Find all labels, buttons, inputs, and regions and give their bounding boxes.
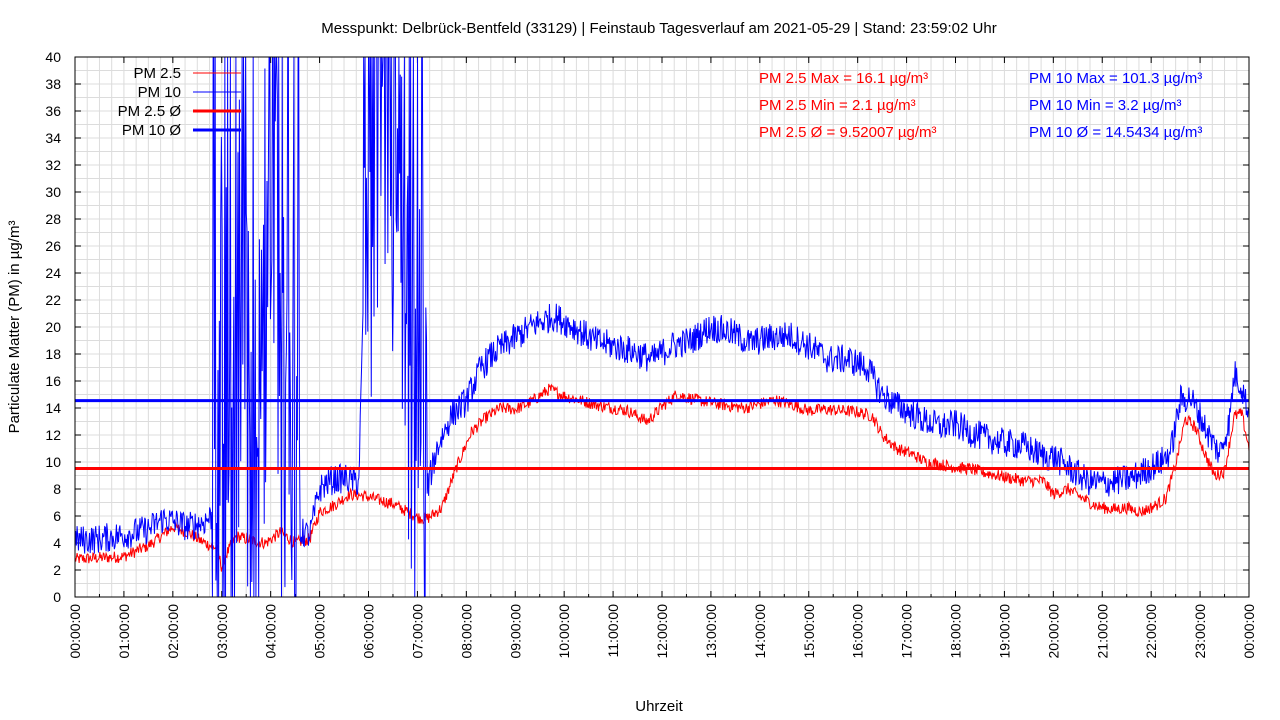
- x-tick-label: 16:00:00: [850, 604, 866, 659]
- y-tick-label: 34: [45, 130, 61, 146]
- y-tick-label: 40: [45, 49, 61, 65]
- pm25-stat: PM 2.5 Min = 2.1 µg/m³: [759, 97, 916, 114]
- x-tick-label: 05:00:00: [312, 604, 328, 659]
- x-tick-label: 00:00:00: [1241, 604, 1257, 659]
- x-tick-label: 14:00:00: [752, 604, 768, 659]
- x-tick-label: 03:00:00: [214, 604, 230, 659]
- y-tick-label: 26: [45, 238, 61, 254]
- x-tick-label: 20:00:00: [1045, 604, 1061, 659]
- series-layer: [74, 56, 1250, 598]
- legend-label: PM 10 Ø: [122, 122, 182, 139]
- x-tick-label: 02:00:00: [165, 604, 181, 659]
- y-tick-label: 32: [45, 157, 61, 173]
- y-tick-label: 30: [45, 184, 61, 200]
- y-tick-label: 36: [45, 103, 61, 119]
- y-tick-label: 22: [45, 292, 61, 308]
- y-axis-label: Particulate Matter (PM) in µg/m³: [6, 221, 23, 434]
- legend-label: PM 2.5 Ø: [118, 103, 182, 120]
- legend-label: PM 2.5: [133, 65, 181, 82]
- series-line-pm10: [74, 56, 1250, 598]
- legend: PM 2.5 PM 10 PM 2.5 Ø PM 10 Ø: [118, 65, 241, 139]
- x-tick-label: 11:00:00: [605, 604, 621, 658]
- pm25-stat: PM 2.5 Max = 16.1 µg/m³: [759, 70, 928, 87]
- x-tick-label: 09:00:00: [507, 604, 523, 659]
- y-tick-label: 10: [45, 454, 61, 470]
- x-tick-label: 18:00:00: [948, 604, 964, 659]
- x-tick-label: 17:00:00: [899, 604, 915, 659]
- x-tick-label: 00:00:00: [67, 604, 83, 659]
- pm10-stat: PM 10 Min = 3.2 µg/m³: [1029, 97, 1181, 114]
- plot-border: [74, 56, 1250, 598]
- series-line-pm25: [74, 383, 1250, 572]
- y-tick-label: 6: [53, 508, 61, 524]
- x-tick-label: 08:00:00: [458, 604, 474, 659]
- x-tick-label: 23:00:00: [1192, 604, 1208, 659]
- x-axis-label: Uhrzeit: [635, 698, 683, 715]
- x-tick-label: 06:00:00: [361, 604, 377, 659]
- x-axis-ticks: 00:00:00 01:00:00 02:00:00 03:00:00 04:00:00…: [67, 57, 1257, 659]
- y-tick-label: 0: [53, 589, 61, 605]
- y-tick-label: 38: [45, 76, 61, 92]
- x-tick-label: 04:00:00: [263, 604, 279, 659]
- stats-annotations: PM 2.5 Max = 16.1 µg/m³ PM 2.5 Min = 2.1 …: [759, 70, 1202, 141]
- y-tick-label: 4: [53, 535, 61, 551]
- x-tick-label: 10:00:00: [556, 604, 572, 659]
- y-tick-label: 28: [45, 211, 61, 227]
- x-tick-label: 19:00:00: [996, 604, 1012, 659]
- y-tick-label: 8: [53, 481, 61, 497]
- pm25-stat: PM 2.5 Ø = 9.52007 µg/m³: [759, 124, 936, 141]
- x-tick-label: 22:00:00: [1143, 604, 1159, 659]
- x-tick-label: 21:00:00: [1094, 604, 1110, 659]
- y-tick-label: 2: [53, 562, 61, 578]
- y-tick-label: 18: [45, 346, 61, 362]
- y-tick-label: 12: [45, 427, 61, 443]
- x-tick-label: 15:00:00: [801, 604, 817, 659]
- chart-title: Messpunkt: Delbrück-Bentfeld (33129) | F…: [321, 20, 996, 37]
- x-tick-label: 07:00:00: [409, 604, 425, 659]
- x-tick-label: 12:00:00: [654, 604, 670, 659]
- pm10-stat: PM 10 Max = 101.3 µg/m³: [1029, 70, 1202, 87]
- y-tick-label: 24: [45, 265, 61, 281]
- pm10-stat: PM 10 Ø = 14.5434 µg/m³: [1029, 124, 1202, 141]
- y-tick-label: 16: [45, 373, 61, 389]
- x-tick-label: 13:00:00: [703, 604, 719, 659]
- y-tick-label: 14: [45, 400, 61, 416]
- x-tick-label: 01:00:00: [116, 604, 132, 659]
- legend-label: PM 10: [138, 84, 181, 101]
- y-tick-label: 20: [45, 319, 61, 335]
